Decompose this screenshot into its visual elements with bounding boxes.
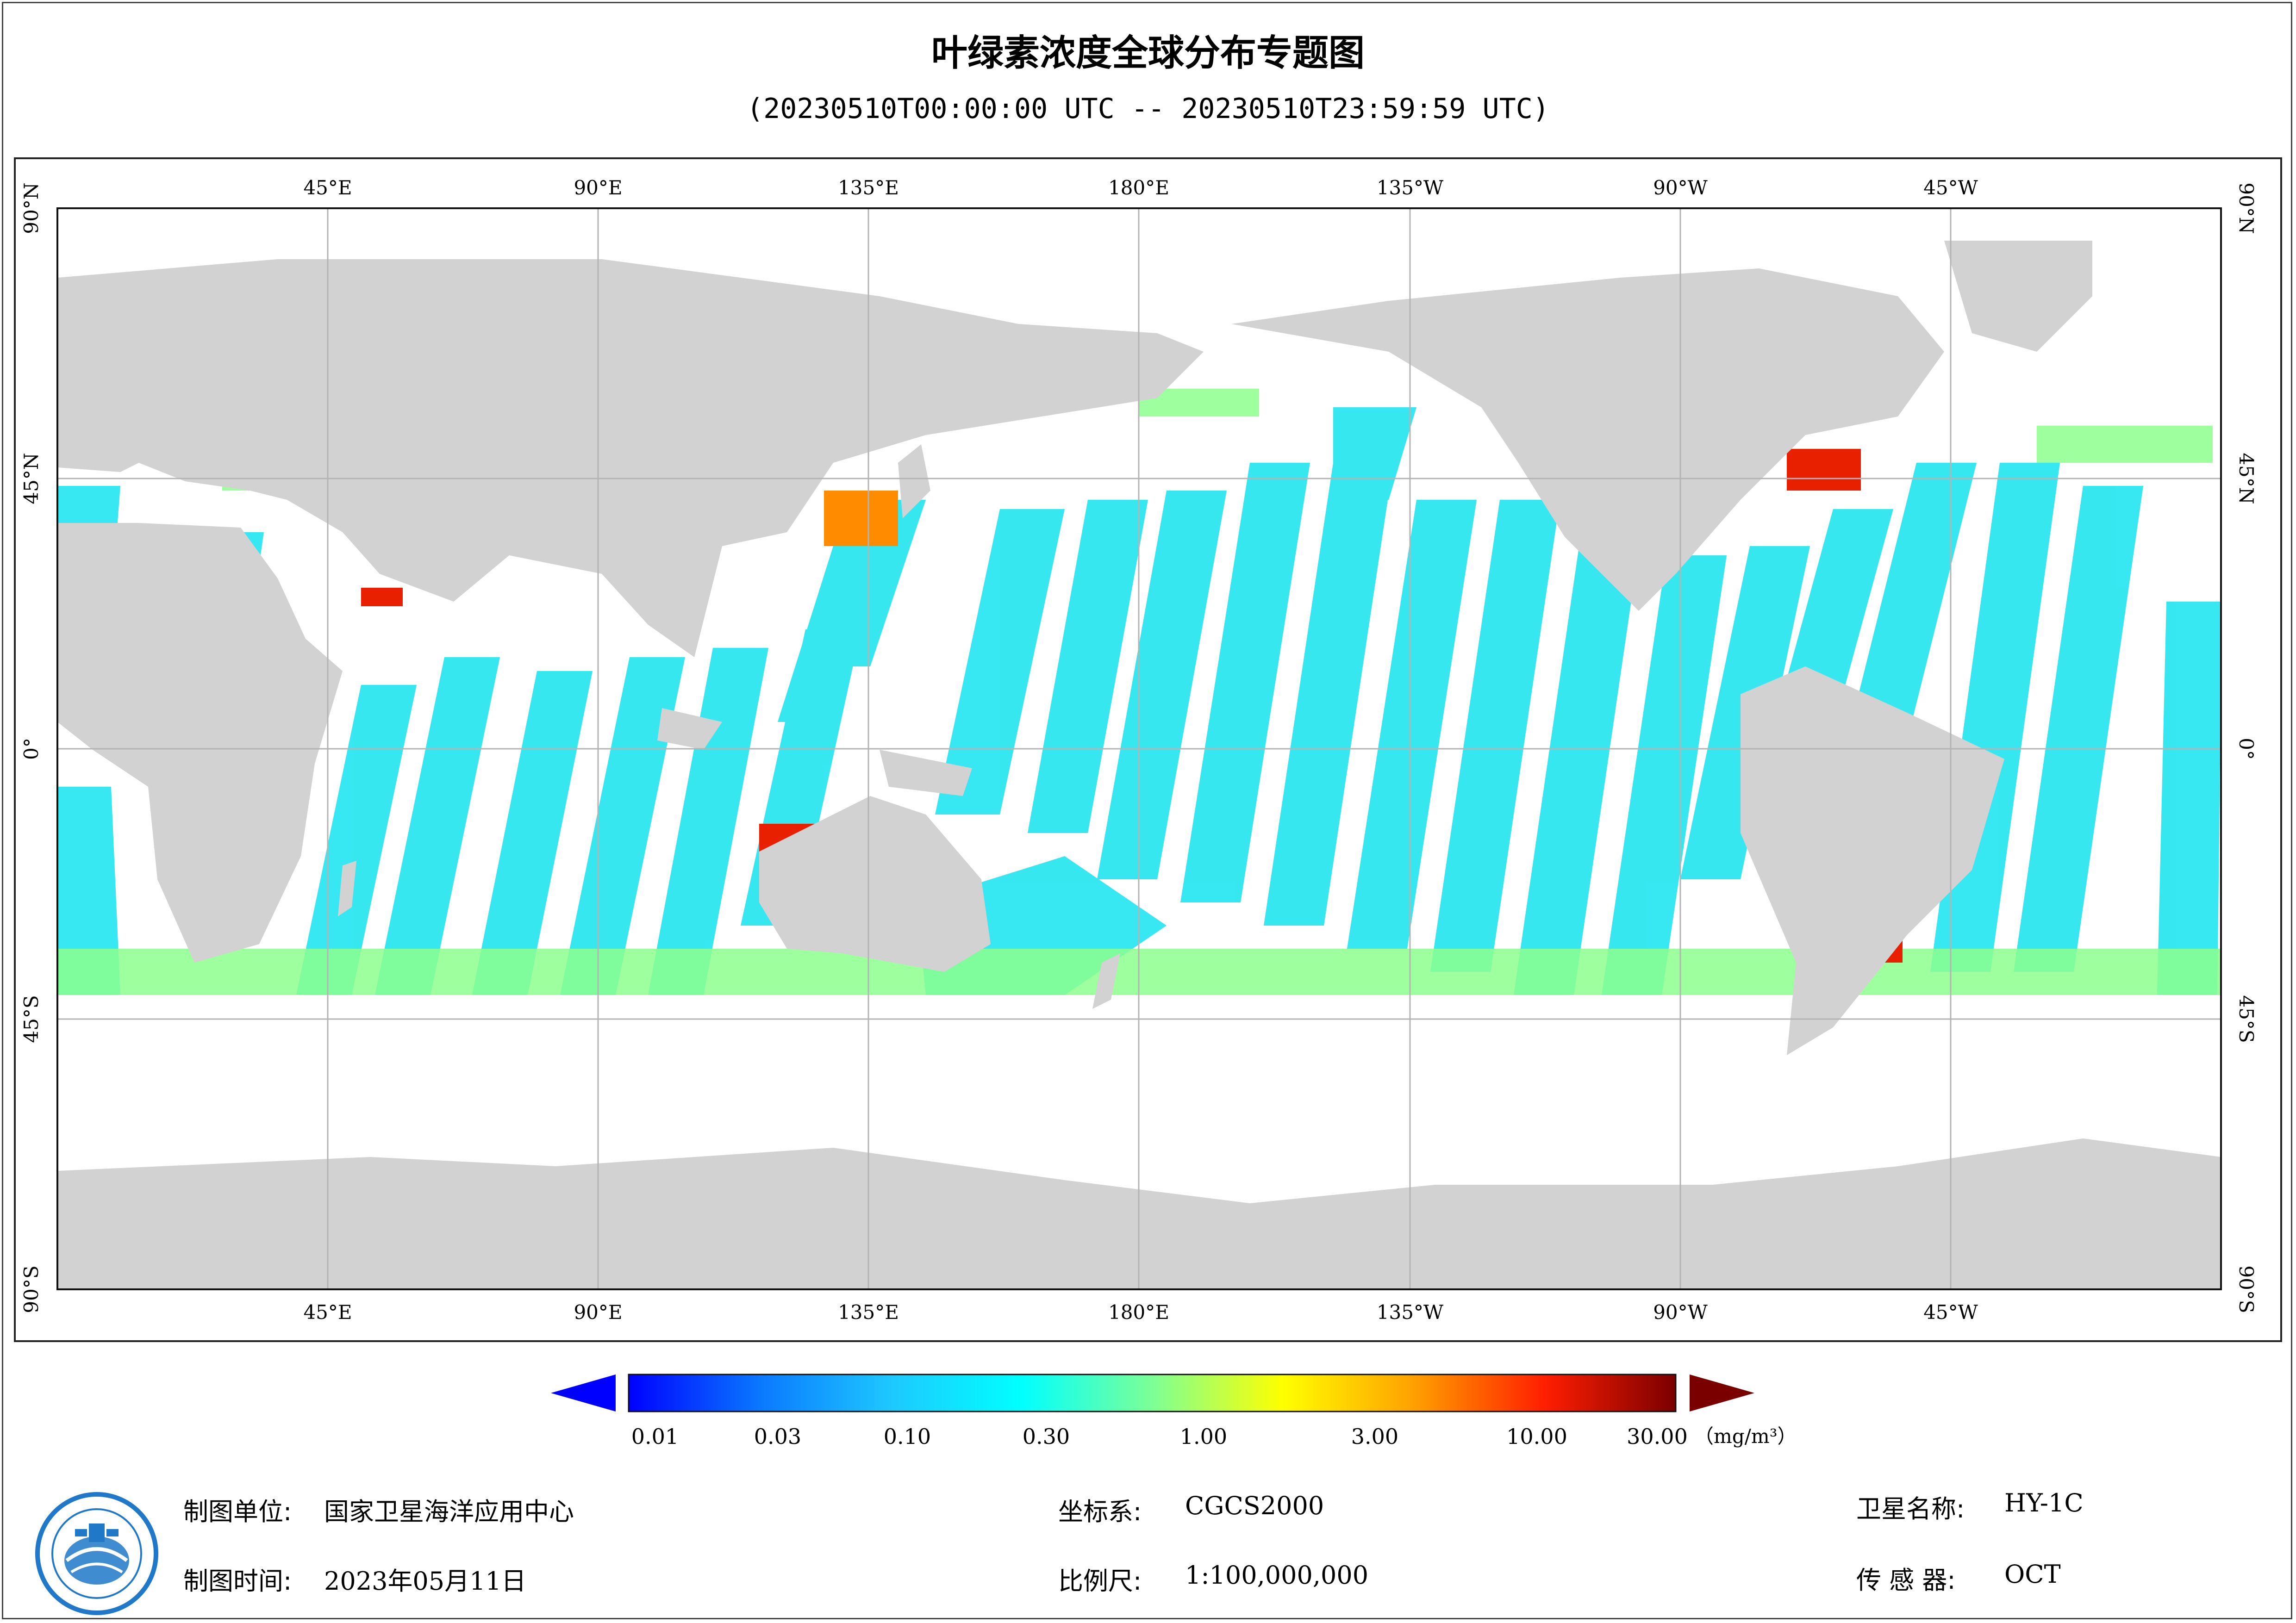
sensor-label: 传 感 器: xyxy=(1856,1566,1956,1595)
lon-label-bottom-3: 135°E xyxy=(838,1301,899,1324)
colorbar-tick-3: 0.10 xyxy=(884,1424,931,1449)
crs-value: CGCS2000 xyxy=(1185,1491,1324,1520)
colorbar-tick-labels: 0.01 0.03 0.10 0.30 1.00 3.00 10.00 30.0… xyxy=(631,1424,1688,1449)
production-time-value: 2023年05月11日 xyxy=(324,1567,526,1596)
colorbar-tick-6: 3.00 xyxy=(1351,1424,1398,1449)
lat-label-right-3: 0° xyxy=(2235,738,2258,760)
lat-label-right-5: 90°S xyxy=(2235,1265,2258,1313)
colorbar-gradient xyxy=(628,1374,1677,1412)
lon-label-top-1: 45°E xyxy=(303,176,352,199)
colorbar-under-arrow xyxy=(551,1374,616,1412)
lon-label-bottom-5: 135°W xyxy=(1377,1301,1444,1324)
producer-value: 国家卫星海洋应用中心 xyxy=(324,1497,574,1526)
left-latitude-labels: 90°N 45°N 0° 45°S 90°S xyxy=(20,182,43,1313)
lat-label-left-5: 90°S xyxy=(20,1265,43,1313)
lon-label-bottom-7: 45°W xyxy=(1923,1301,1978,1324)
colorbar-tick-5: 1.00 xyxy=(1180,1424,1227,1449)
lon-label-top-6: 90°W xyxy=(1653,176,1708,199)
lon-label-top-4: 180°E xyxy=(1108,176,1169,199)
lon-label-bottom-1: 45°E xyxy=(303,1301,352,1324)
right-latitude-labels: 90°N 45°N 0° 45°S 90°S xyxy=(2235,182,2258,1313)
lat-label-left-3: 0° xyxy=(20,738,43,760)
lon-label-bottom-2: 90°E xyxy=(574,1301,622,1324)
lon-label-top-7: 45°W xyxy=(1923,176,1978,199)
lat-label-right-4: 45°S xyxy=(2235,995,2258,1043)
lon-label-top-5: 135°W xyxy=(1377,176,1444,199)
map-border xyxy=(56,207,2222,1290)
crs-label: 坐标系: xyxy=(1058,1497,1142,1526)
sensor-value: OCT xyxy=(2004,1560,2061,1589)
bottom-longitude-labels: 45°E 90°E 135°E 180°E 135°W 90°W 45°W xyxy=(303,1301,1978,1324)
scale-label: 比例尺: xyxy=(1058,1567,1142,1596)
lon-label-bottom-4: 180°E xyxy=(1108,1301,1169,1324)
colorbar-tick-1: 0.01 xyxy=(631,1424,679,1449)
colorbar-tick-2: 0.03 xyxy=(754,1424,801,1449)
lon-label-bottom-6: 90°W xyxy=(1653,1301,1708,1324)
lon-label-top-2: 90°E xyxy=(574,176,622,199)
graticule xyxy=(57,208,2221,1289)
lat-label-right-2: 45°N xyxy=(2235,453,2258,504)
lon-label-top-3: 135°E xyxy=(838,176,899,199)
map-title: 叶绿素浓度全球分布专题图 xyxy=(931,32,1365,74)
lat-label-left-1: 90°N xyxy=(20,182,43,234)
lat-label-left-2: 45°N xyxy=(20,453,43,504)
scale-value: 1:100,000,000 xyxy=(1185,1561,1369,1590)
production-time-label: 制图时间: xyxy=(183,1567,292,1596)
colorbar-tick-8: 30.00 xyxy=(1627,1424,1688,1449)
colorbar-over-arrow xyxy=(1690,1374,1754,1412)
colorbar-tick-4: 0.30 xyxy=(1023,1424,1070,1449)
satellite-value: HY-1C xyxy=(2004,1488,2084,1517)
producer-label: 制图单位: xyxy=(183,1497,292,1526)
colorbar-tick-7: 10.00 xyxy=(1506,1424,1567,1449)
satellite-label: 卫星名称: xyxy=(1856,1494,1965,1524)
lat-label-left-4: 45°S xyxy=(20,995,43,1043)
nsoas-logo-icon xyxy=(35,1492,158,1615)
top-longitude-labels: 45°E 90°E 135°E 180°E 135°W 90°W 45°W xyxy=(303,176,1978,199)
colorbar-unit: （mg/m³） xyxy=(1694,1425,1797,1448)
lat-label-right-1: 90°N xyxy=(2235,182,2258,234)
map-time-range: (20230510T00:00:00 UTC -- 20230510T23:59… xyxy=(747,93,1549,125)
